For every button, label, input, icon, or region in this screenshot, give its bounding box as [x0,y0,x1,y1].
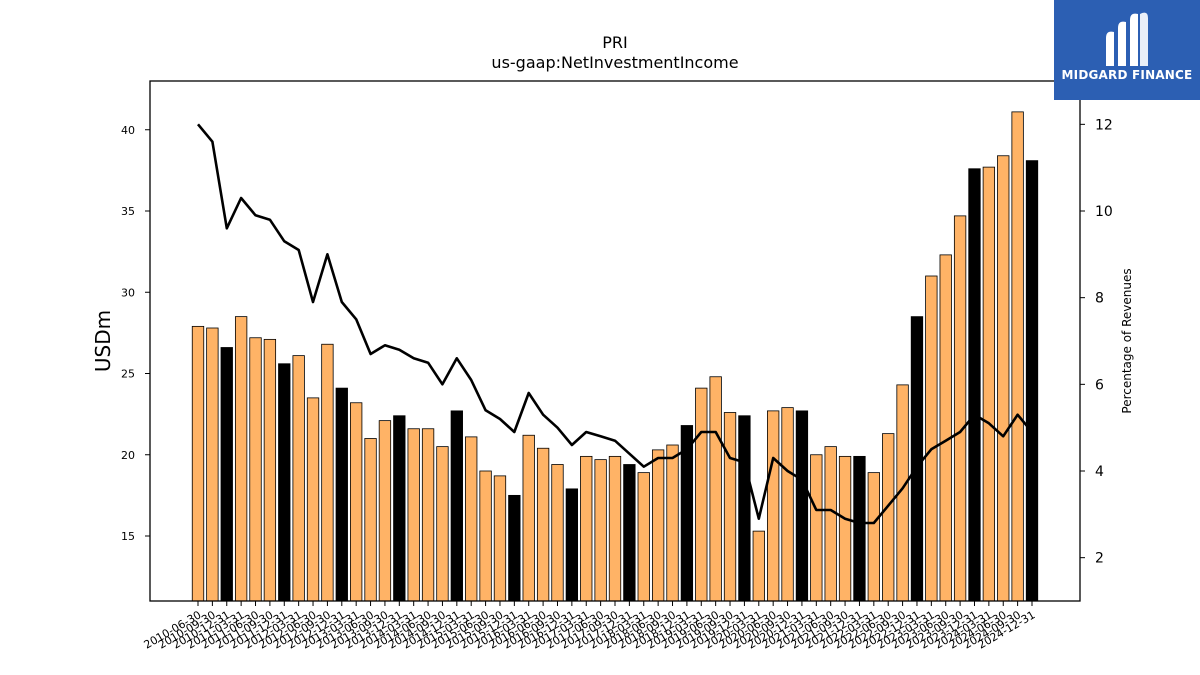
bar-2017-09-30 [608,455,622,602]
bar-2021-09-30 [838,455,852,602]
bar-2018-09-30 [666,444,679,602]
y-tick-label-40: 40 [121,124,135,137]
bar-2015-12-31 [508,494,521,602]
bar-2019-06-30 [709,376,722,602]
bar-2024-09-30 [1011,111,1024,602]
bar-series [191,111,1039,602]
chart-title: PRI [602,33,627,52]
y-axis-left: 15 20 25 30 35 40 [121,124,150,543]
y-axis-label: USDm [91,310,115,372]
y2-axis-label: Percentage of Revenues [1120,268,1134,413]
logo-mark-icon [1106,12,1148,67]
bar-2021-06-30 [824,446,837,602]
bar-2016-12-31 [565,488,579,602]
bar-2012-06-30 [306,397,320,602]
bar-2014-06-30 [421,428,435,602]
bar-2013-03-31 [350,402,363,602]
bar-2016-03-31 [522,434,535,602]
bar-2021-12-31 [853,455,866,602]
bar-2014-03-31 [407,428,420,602]
line-series [196,123,1033,525]
bar-2013-06-30 [364,438,377,602]
y-tick-label-35: 35 [121,205,135,218]
bar-2020-03-31 [752,530,765,602]
x-axis: 2010-06-302010-09-302010-12-312011-03-31… [142,601,1038,652]
bar-2011-03-31 [234,316,248,602]
bar-2018-03-31 [637,472,650,602]
bar-2023-09-30 [953,215,967,602]
y2-tick-label-12: 12 [1095,117,1113,133]
bar-2020-06-30 [767,410,780,602]
bar-2011-06-30 [249,337,262,602]
bar-2022-12-31 [910,316,924,602]
bar-2015-09-30 [493,475,507,602]
bar-2022-03-31 [867,472,880,602]
chart-subtitle: us-gaap:NetInvestmentIncome [491,53,738,72]
y-tick-label-30: 30 [121,286,135,299]
bar-2011-12-31 [278,363,291,602]
bar-2019-12-31 [738,415,751,602]
bar-2021-03-31 [810,454,823,602]
bar-2015-06-30 [479,470,492,602]
bar-2020-12-31 [795,410,809,602]
bar-2016-06-30 [536,447,550,602]
bar-2010-09-30 [206,327,219,602]
bar-2015-03-31 [465,436,478,602]
bar-2024-06-30 [997,155,1010,602]
y2-tick-label-8: 8 [1095,291,1104,307]
bar-2010-12-31 [220,347,233,602]
bar-2024-12-31 [1025,160,1039,602]
y2-tick-label-10: 10 [1095,204,1113,220]
y2-tick-label-6: 6 [1095,377,1104,393]
bar-2023-12-31 [968,168,981,602]
bar-2019-09-30 [723,412,737,602]
y-tick-label-15: 15 [121,530,135,543]
y-tick-label-20: 20 [121,449,135,462]
bar-2014-09-30 [436,446,449,602]
bar-2016-09-30 [551,464,564,602]
bar-2018-06-30 [651,449,665,602]
y-axis-right: 2 4 6 8 10 12 [1080,117,1113,567]
bar-2017-03-31 [580,455,593,602]
bar-2010-06-30 [191,325,205,602]
bar-2013-09-30 [378,420,392,602]
bar-2013-12-31 [393,415,406,602]
y2-tick-label-2: 2 [1095,551,1104,567]
bar-2024-03-31 [982,166,996,602]
midgard-finance-logo: MIDGARD FINANCE [1054,0,1200,100]
bar-2017-06-30 [594,459,607,602]
y2-tick-label-4: 4 [1095,464,1104,480]
bar-2014-12-31 [450,410,463,602]
bar-2022-06-30 [882,433,895,602]
bar-2023-03-31 [925,275,938,602]
y-tick-label-25: 25 [121,368,135,381]
bar-2023-06-30 [939,254,952,602]
bar-2020-09-30 [781,407,794,602]
bar-2011-09-30 [263,338,277,602]
bar-2017-12-31 [623,464,636,602]
logo-text: MIDGARD FINANCE [1061,68,1193,82]
bar-2012-12-31 [335,387,348,602]
bar-2012-03-31 [292,355,305,602]
bar-2019-03-31 [695,387,708,602]
bar-2012-09-30 [321,343,334,602]
